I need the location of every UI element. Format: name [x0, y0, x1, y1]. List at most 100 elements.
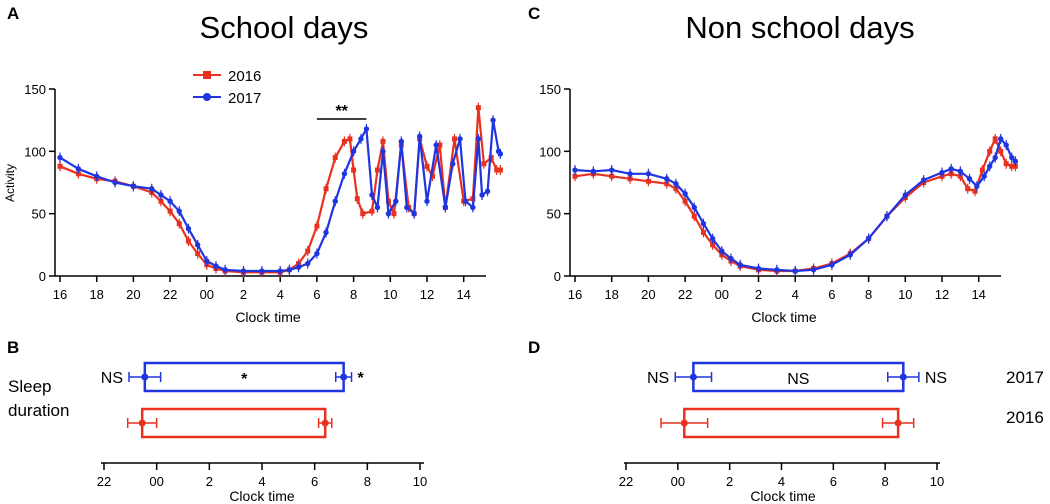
duration-significance: *: [241, 371, 248, 388]
panel-c-x-tick-label: 12: [935, 287, 949, 302]
panel-c-x-tick-label: 6: [828, 287, 835, 302]
data-point-2017: [691, 204, 697, 211]
panel-b-boxes: NS * *: [101, 361, 365, 439]
panel-a-y-tick-label: 100: [24, 144, 46, 159]
panel-c-y-ticks: 0 50 100 150: [539, 82, 570, 284]
data-point-2017: [572, 167, 578, 173]
panel-a-x-tick-label: 2: [240, 287, 247, 302]
data-point-2017: [323, 229, 329, 236]
data-point-2017: [1012, 158, 1019, 165]
data-point-2017: [433, 142, 439, 148]
data-point-2016: [682, 198, 688, 204]
data-point-2017: [700, 220, 707, 227]
data-point-2017: [939, 169, 945, 176]
data-point-2017: [411, 210, 417, 217]
data-point-2017: [176, 208, 182, 214]
data-point-2016: [972, 188, 978, 194]
panel-a-title: School days: [200, 10, 369, 45]
data-point-2017: [792, 268, 798, 274]
data-point-2016: [380, 138, 386, 144]
row-label-2016: 2016: [1006, 408, 1044, 427]
data-point-2017: [358, 136, 364, 142]
series-line-2017: [59, 119, 502, 273]
data-point-2017: [609, 167, 615, 173]
wake-point-2016: [894, 419, 902, 427]
wake-point-2016: [321, 419, 329, 427]
data-point-2017: [948, 166, 954, 172]
panel-a-x-tick-label: 14: [456, 287, 470, 302]
data-point-2016: [314, 223, 320, 229]
data-point-2017: [369, 192, 375, 198]
data-point-2017: [709, 235, 716, 242]
data-point-2017: [865, 235, 872, 242]
panel-letter-a: A: [7, 4, 19, 23]
data-point-2017: [204, 258, 210, 264]
data-point-2017: [404, 204, 410, 211]
data-point-2017: [664, 176, 670, 182]
data-point-2016: [609, 173, 615, 179]
data-point-2017: [167, 198, 173, 204]
onset-point-2016: [138, 419, 146, 427]
panel-d-x-tick-label: 8: [882, 474, 889, 489]
panel-a-y-ticks: 0 50 100 150: [24, 82, 55, 284]
data-point-2016: [710, 242, 716, 248]
data-point-2017: [682, 191, 688, 197]
data-point-2017: [94, 173, 100, 179]
onset-point-2017: [689, 373, 697, 381]
data-point-2016: [347, 136, 353, 142]
panel-a-x-tick-label: 4: [277, 287, 284, 302]
legend-label-2017: 2017: [228, 90, 261, 107]
panel-b-x-label: Clock time: [229, 488, 295, 504]
data-point-2016: [167, 208, 173, 214]
data-point-2016: [437, 142, 443, 148]
panel-c-x-tick-label: 20: [641, 287, 655, 302]
panel-c-y-tick-label: 150: [539, 82, 561, 97]
data-point-2017: [222, 267, 228, 273]
wake-point-2017: [340, 373, 348, 381]
data-point-2017: [112, 179, 118, 186]
panel-c-y-tick-label: 100: [539, 144, 561, 159]
data-point-2017: [158, 192, 164, 198]
data-point-2016: [391, 211, 397, 217]
significance-label: **: [335, 103, 348, 120]
data-point-2017: [490, 117, 496, 123]
data-point-2017: [314, 250, 320, 257]
data-point-2017: [149, 186, 155, 192]
data-point-2016: [424, 163, 430, 169]
data-point-2016: [195, 251, 201, 257]
data-point-2017: [442, 204, 449, 211]
data-point-2017: [479, 192, 485, 198]
data-point-2017: [416, 133, 423, 140]
data-point-2017: [457, 136, 463, 142]
data-point-2016: [691, 213, 697, 219]
data-point-2016: [323, 186, 329, 192]
panel-a-y-tick-label: 0: [39, 269, 46, 284]
sleep-duration-label-line1: Sleep: [8, 377, 51, 396]
duration-significance: NS: [787, 371, 809, 388]
panel-c-x-tick-label: 22: [678, 287, 692, 302]
legend-label-2016: 2016: [228, 68, 261, 85]
panel-c-x-tick-label: 00: [715, 287, 729, 302]
panel-b-x-tick-label: 6: [311, 474, 318, 489]
panel-d-x-tick-label: 22: [619, 474, 633, 489]
data-point-2016: [158, 198, 164, 204]
data-point-2017: [380, 148, 386, 155]
panel-d-x-tick-label: 6: [830, 474, 837, 489]
panel-a-y-tick-label: 50: [32, 207, 46, 222]
data-point-2017: [957, 168, 964, 174]
data-point-2017: [240, 268, 247, 274]
panel-c-x-tick-label: 4: [792, 287, 799, 302]
data-point-2017: [398, 138, 405, 145]
panel-a-x-tick-label: 16: [53, 287, 67, 302]
data-point-2017: [385, 210, 392, 217]
wake-significance: *: [358, 370, 365, 387]
data-point-2017: [341, 171, 348, 177]
data-point-2016: [1009, 163, 1015, 169]
panel-d-x-tick-label: 2: [726, 474, 733, 489]
series-line-2016: [59, 106, 501, 274]
panel-a-x-ticks: 16 18 20 22 00 2 4 6 8 10 12 14: [53, 276, 471, 302]
data-point-2017: [645, 171, 652, 177]
data-point-2017: [363, 126, 370, 132]
data-point-2017: [185, 225, 192, 232]
row-label-2017: 2017: [1006, 368, 1044, 387]
